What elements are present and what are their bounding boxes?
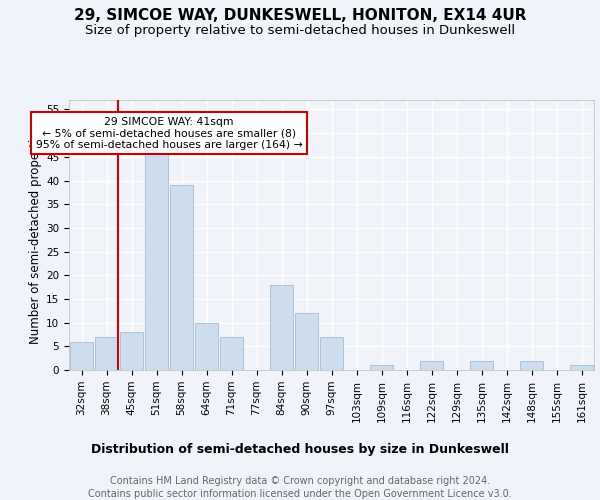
Bar (420, 360, 443, 370)
Bar (295, 313, 318, 370)
Text: Contains public sector information licensed under the Open Government Licence v3: Contains public sector information licen… (88, 489, 512, 499)
Text: Distribution of semi-detached houses by size in Dunkeswell: Distribution of semi-detached houses by … (91, 442, 509, 456)
Text: 29 SIMCOE WAY: 41sqm
← 5% of semi-detached houses are smaller (8)
95% of semi-de: 29 SIMCOE WAY: 41sqm ← 5% of semi-detach… (35, 116, 302, 150)
Text: Size of property relative to semi-detached houses in Dunkeswell: Size of property relative to semi-detach… (85, 24, 515, 37)
Y-axis label: Number of semi-detached properties: Number of semi-detached properties (29, 126, 42, 344)
Bar (70, 342, 93, 370)
Bar (320, 337, 343, 370)
Bar (120, 332, 143, 370)
Bar (95, 337, 118, 370)
Text: 29, SIMCOE WAY, DUNKESWELL, HONITON, EX14 4UR: 29, SIMCOE WAY, DUNKESWELL, HONITON, EX1… (74, 8, 526, 22)
Bar (270, 284, 293, 370)
Bar (170, 186, 193, 370)
Bar (220, 337, 243, 370)
Text: Contains HM Land Registry data © Crown copyright and database right 2024.: Contains HM Land Registry data © Crown c… (110, 476, 490, 486)
Bar (470, 360, 493, 370)
Bar (370, 366, 393, 370)
Bar (570, 366, 593, 370)
Bar (145, 152, 168, 370)
Bar (520, 360, 543, 370)
Bar (195, 322, 218, 370)
